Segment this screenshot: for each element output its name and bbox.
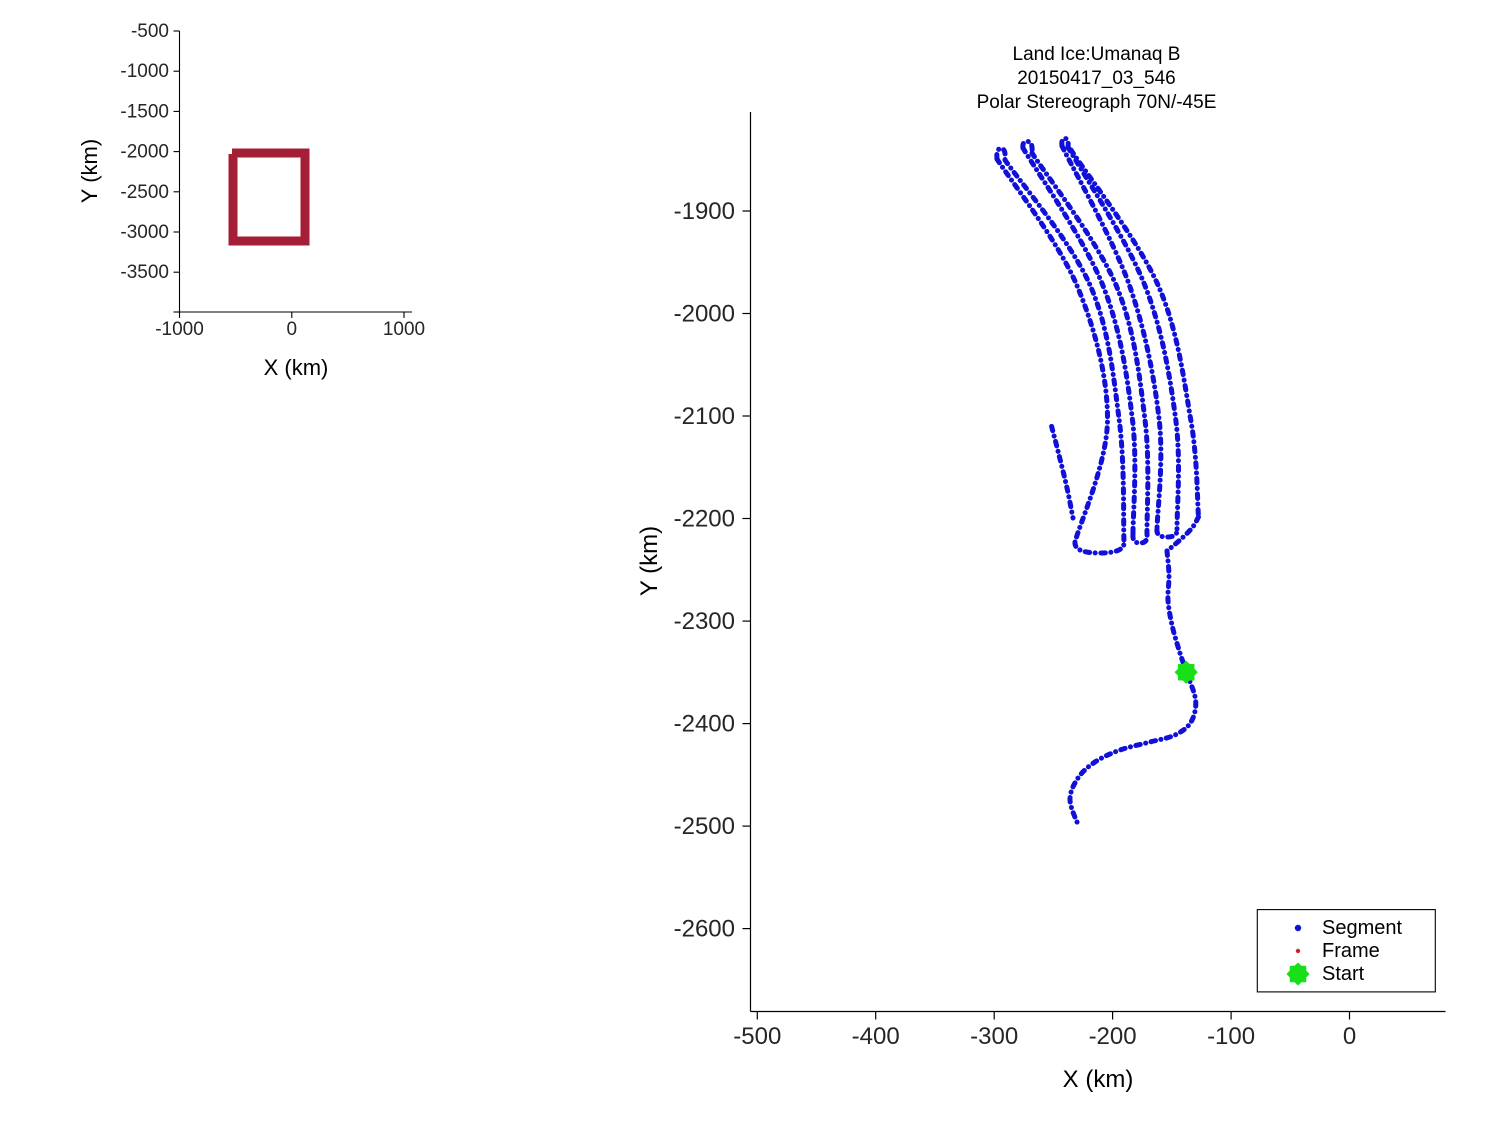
svg-text:0: 0: [287, 319, 298, 340]
svg-text:-2400: -2400: [674, 711, 735, 738]
svg-text:-1000: -1000: [155, 319, 204, 340]
svg-text:Land Ice:Umanaq B: Land Ice:Umanaq B: [1013, 44, 1181, 65]
svg-text:0: 0: [1343, 1023, 1356, 1050]
svg-text:-500: -500: [733, 1023, 781, 1050]
svg-text:-2000: -2000: [120, 142, 169, 163]
svg-text:-1500: -1500: [120, 101, 169, 122]
svg-text:-500: -500: [131, 21, 169, 42]
svg-text:Y (km): Y (km): [77, 139, 102, 203]
svg-text:-200: -200: [1089, 1023, 1137, 1050]
svg-text:-300: -300: [970, 1023, 1018, 1050]
svg-text:Polar Stereograph 70N/-45E: Polar Stereograph 70N/-45E: [977, 92, 1217, 113]
svg-text:1000: 1000: [383, 319, 425, 340]
svg-text:-2000: -2000: [674, 301, 735, 328]
svg-text:Y (km): Y (km): [636, 526, 663, 596]
svg-text:-400: -400: [852, 1023, 900, 1050]
svg-text:-100: -100: [1207, 1023, 1255, 1050]
svg-text:-3500: -3500: [120, 262, 169, 283]
svg-text:Segment: Segment: [1322, 917, 1402, 939]
svg-text:Start: Start: [1322, 963, 1365, 985]
svg-text:-1900: -1900: [674, 198, 735, 225]
svg-text:-2600: -2600: [674, 916, 735, 943]
svg-text:-3000: -3000: [120, 222, 169, 243]
svg-text:X (km): X (km): [264, 355, 329, 380]
svg-text:20150417_03_546: 20150417_03_546: [1017, 68, 1176, 89]
svg-text:-2100: -2100: [674, 403, 735, 430]
svg-text:-2500: -2500: [674, 813, 735, 840]
svg-text:-2200: -2200: [674, 506, 735, 533]
svg-text:X (km): X (km): [1063, 1066, 1134, 1093]
svg-text:-2500: -2500: [120, 182, 169, 203]
svg-text:-1000: -1000: [120, 61, 169, 82]
svg-text:-2300: -2300: [674, 608, 735, 635]
svg-text:Frame: Frame: [1322, 940, 1380, 962]
